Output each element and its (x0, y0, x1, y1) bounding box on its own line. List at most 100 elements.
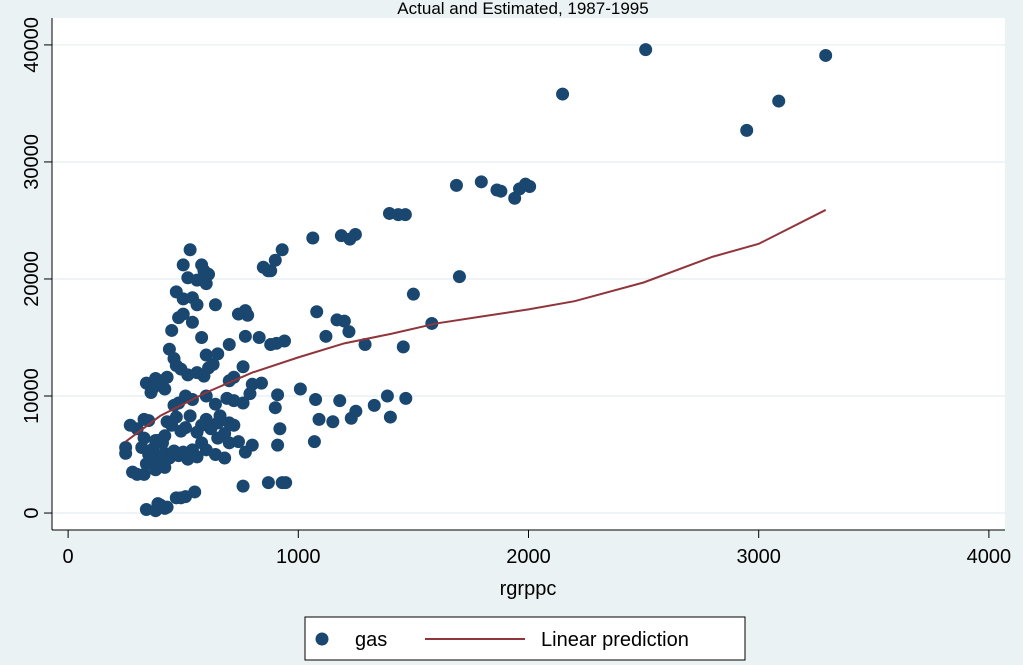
scatter-point (190, 425, 204, 439)
scatter-point (195, 330, 209, 344)
scatter-point (261, 476, 275, 490)
scatter-point (174, 424, 188, 438)
scatter-point (190, 298, 204, 312)
legend-label: gas (355, 629, 387, 651)
scatter-point (275, 243, 289, 257)
scatter-point (238, 329, 252, 343)
scatter-point (337, 314, 351, 328)
x-tick-label: 3000 (736, 546, 781, 568)
scatter-point (231, 307, 245, 321)
scatter-point (199, 348, 213, 362)
scatter-point (188, 485, 202, 499)
scatter-point (208, 397, 222, 411)
scatter-point (271, 388, 285, 402)
scatter-point (358, 338, 372, 352)
scatter-point (556, 87, 570, 101)
scatter-point (312, 412, 326, 426)
scatter-point (185, 315, 199, 329)
scatter-point (452, 270, 466, 284)
scatter-point (333, 394, 347, 408)
scatter-point (740, 123, 754, 137)
legend-marker (315, 632, 329, 646)
scatter-point (153, 450, 167, 464)
scatter-point (146, 381, 160, 395)
scatter-point (819, 48, 833, 62)
scatter-point (319, 329, 333, 343)
y-tick-label: 30000 (21, 134, 43, 190)
scatter-point (307, 435, 321, 449)
scatter-point (348, 228, 362, 242)
scatter-point (135, 440, 149, 454)
scatter-point (236, 360, 250, 374)
scatter-point (425, 316, 439, 330)
scatter-point (231, 435, 245, 449)
scatter-point (449, 178, 463, 192)
scatter-point (310, 305, 324, 319)
scatter-point (271, 438, 285, 452)
scatter-point (160, 500, 174, 514)
y-tick-label: 20000 (21, 251, 43, 307)
x-tick-label: 4000 (967, 546, 1012, 568)
scatter-point (243, 387, 257, 401)
scatter-point (158, 382, 172, 396)
scatter-point (190, 450, 204, 464)
scatter-point (199, 389, 213, 403)
scatter-point (399, 391, 413, 405)
scatter-point (293, 382, 307, 396)
scatter-point (264, 338, 278, 352)
scatter-point (494, 184, 508, 198)
scatter-point (165, 323, 179, 337)
scatter-point (474, 175, 488, 189)
scatter-point (208, 298, 222, 312)
scatter-point (772, 94, 786, 108)
scatter-point (383, 410, 397, 424)
scatter-point (252, 330, 266, 344)
scatter-point (406, 287, 420, 301)
scatter-point (123, 418, 137, 432)
scatter-point (268, 253, 282, 267)
scatter-point (236, 396, 250, 410)
legend-items: gas Linear prediction (315, 629, 689, 651)
y-tick-label: 10000 (21, 368, 43, 424)
scatter-point (396, 340, 410, 354)
scatter-point (261, 264, 275, 278)
scatter-point (279, 476, 293, 490)
scatter-point (137, 467, 151, 481)
scatter-point (149, 504, 163, 518)
scatter-point (367, 398, 381, 412)
scatter-point (309, 393, 323, 407)
x-tick-label: 0 (63, 546, 74, 568)
y-tick-label: 40000 (21, 17, 43, 73)
x-tick-label: 1000 (276, 546, 321, 568)
scatter-point (119, 446, 133, 460)
scatter-point (273, 422, 287, 436)
y-tick-label: 0 (21, 507, 43, 518)
scatter-point (211, 347, 225, 361)
scatter-point (160, 415, 174, 429)
chart-title: Actual and Estimated, 1987-1995 (397, 0, 648, 18)
plot: 0 10000 20000 30000 40000 0 1000 2000 3000 4000 (21, 17, 1011, 568)
scatter-point (176, 258, 190, 272)
scatter-point (183, 243, 197, 257)
x-tick-label: 2000 (506, 546, 551, 568)
prediction-line (125, 209, 827, 443)
scatter-point (222, 338, 236, 352)
scatter-point (176, 307, 190, 321)
scatter-point (199, 277, 213, 291)
scatter-point (238, 445, 252, 459)
scatter-point (137, 412, 151, 426)
scatter-point (206, 357, 220, 371)
scatter-point (268, 401, 282, 415)
scatter-point (183, 409, 197, 423)
scatter-point (149, 433, 163, 447)
legend-label: Linear prediction (541, 629, 689, 651)
scatter-point (342, 325, 356, 339)
scatter-point (344, 411, 358, 425)
x-axis-label: rgrppc (500, 578, 557, 600)
scatter-point (639, 43, 653, 57)
scatter-point (158, 460, 172, 474)
scatter-point (398, 208, 412, 222)
scatter-point (211, 431, 225, 445)
scatter-point (218, 451, 232, 465)
